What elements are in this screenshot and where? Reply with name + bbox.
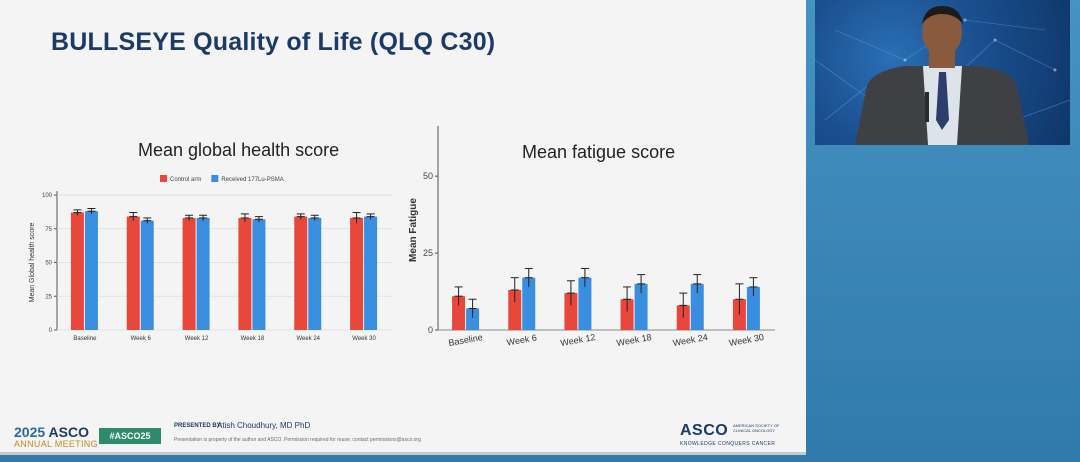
x-tick-label: Baseline (448, 332, 484, 348)
x-tick-label: Week 12 (185, 336, 209, 342)
y-tick-label: 0 (428, 325, 433, 335)
y-tick-label: 25 (423, 248, 433, 258)
legend-swatch (160, 175, 167, 182)
chart-bar (634, 283, 648, 330)
chart-bar (238, 217, 252, 330)
chart-bar (196, 217, 210, 330)
x-tick-label: Week 12 (560, 332, 597, 348)
hashtag-badge: #ASCO25 (99, 428, 161, 444)
y-tick-label: 25 (45, 294, 52, 300)
legend-label: Control arm (170, 177, 201, 183)
chart-bar (746, 286, 760, 330)
chart-bar (364, 216, 378, 330)
presented-by-label: PRESENTED BY: (174, 423, 223, 429)
y-axis-label: Mean Fatigue (408, 198, 419, 262)
x-tick-label: Week 18 (241, 336, 265, 342)
chart-bar (350, 217, 364, 330)
chart-bar (466, 308, 480, 330)
chart-bar (70, 212, 84, 330)
chart-bar (508, 290, 522, 330)
asco-logo: ASCO (680, 422, 729, 439)
x-tick-label: Week 30 (728, 332, 765, 348)
chart1-title: Mean global health score (138, 140, 340, 160)
meeting-name: ANNUAL MEETING (14, 439, 98, 449)
meeting-asco: ASCO (48, 424, 89, 440)
presenter-name: Atish Choudhury, MD PhD (217, 421, 311, 430)
chart-bar (578, 277, 592, 330)
x-tick-label: Week 6 (131, 336, 152, 342)
chart-bar (452, 296, 466, 330)
asco-tagline: KNOWLEDGE CONQUERS CANCER (680, 441, 776, 447)
speaker-video-image (815, 6, 1070, 145)
x-tick-label: Week 6 (506, 332, 538, 347)
global-health-chart: 0 25 50 75 100 Mean Global health score Baseli… (29, 175, 392, 342)
fatigue-chart: 0 25 50 Mean Fatigue Baseline Week 6 Week 12 We… (408, 126, 775, 348)
meeting-year: 2025 (14, 424, 46, 440)
chart-bar (676, 305, 690, 330)
chart-bar (84, 211, 98, 330)
chart-bar (690, 283, 704, 330)
x-tick-label: Week 24 (296, 336, 320, 342)
chart-bar (564, 293, 578, 330)
presentation-slide: BULLSEYE Quality of Life (QLQ C30) Mean … (0, 0, 806, 455)
slide-footer: 2025 ASCO ANNUAL MEETING #ASCO25 PRESENT… (0, 418, 806, 452)
chart-bar (126, 216, 140, 330)
y-axis-label: Mean Global health score (29, 223, 36, 303)
y-tick-label: 100 (42, 193, 53, 199)
y-tick-label: 0 (49, 328, 53, 334)
chart-bar (294, 216, 308, 330)
x-tick-label: Week 24 (672, 332, 709, 348)
chart-bar (522, 277, 536, 330)
chart-bar (620, 299, 634, 330)
x-tick-label: Week 30 (352, 336, 376, 342)
meeting-logo-year: 2025 ASCO (14, 424, 89, 440)
y-tick-label: 50 (45, 261, 52, 267)
chart-bar (252, 219, 266, 330)
y-tick-label: 75 (45, 227, 52, 233)
disclaimer-text: Presentation is property of the author a… (174, 437, 421, 443)
chart-bar (182, 217, 196, 330)
y-tick-label: 50 (423, 171, 433, 181)
legend-label: Received 177Lu-PSMA (221, 177, 283, 183)
x-tick-label: Baseline (73, 336, 97, 342)
chart-bar (140, 220, 154, 330)
x-tick-label: Week 18 (616, 332, 653, 348)
asco-society-name: AMERICAN SOCIETY OF CLINICAL ONCOLOGY (733, 423, 780, 433)
chart-bar (308, 217, 322, 330)
legend-swatch (211, 175, 219, 182)
speaker-video (815, 0, 1070, 145)
chart2-title: Mean fatigue score (522, 142, 676, 162)
slide-title: BULLSEYE Quality of Life (QLQ C30) (51, 28, 496, 56)
